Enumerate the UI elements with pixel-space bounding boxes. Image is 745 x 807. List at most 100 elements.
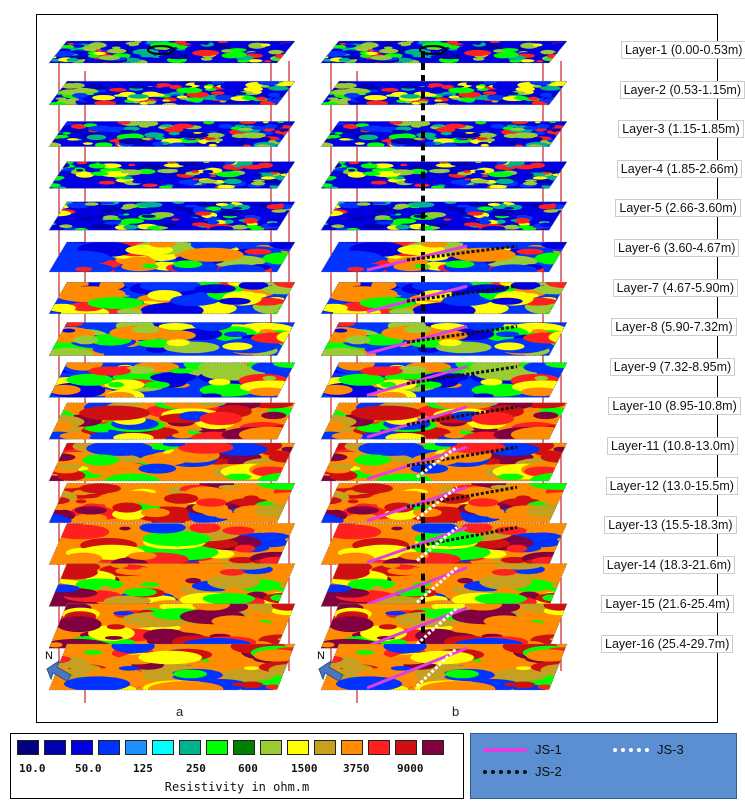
colorscale-title: Resistivity in ohm.m: [164, 780, 310, 794]
js1-joint-trace: [366, 566, 468, 606]
layer-label: Layer-6 (3.60-4.67m): [614, 239, 740, 257]
colorscale-swatch: [341, 740, 363, 755]
colorscale-swatch: [44, 740, 66, 755]
panel-a-label: a: [176, 704, 184, 719]
colorscale-swatch: [395, 740, 417, 755]
surface-opening-marker: [147, 45, 175, 55]
colorscale-swatch: [179, 740, 201, 755]
layer-label: Layer-14 (18.3-21.6m): [602, 555, 736, 574]
resistivity-slab-layer-12: [48, 482, 296, 524]
legend-item-js2: JS-2: [483, 764, 562, 779]
js2-joint-trace: [406, 324, 518, 344]
north-arrow-icon: [318, 659, 344, 682]
panel-b-stack: N: [317, 40, 568, 703]
colorscale-tick: 50.0: [75, 762, 102, 775]
js3-joint-trace: [416, 486, 458, 520]
js2-line-icon: [483, 769, 527, 774]
layer-label: Layer-11 (10.8-13.0m): [607, 437, 739, 455]
js2-joint-trace: [406, 485, 518, 509]
js3-joint-trace: [416, 445, 458, 479]
js2-joint-trace: [406, 365, 518, 385]
colorscale-swatch: [314, 740, 336, 755]
js2-joint-trace: [406, 525, 518, 550]
resistivity-slab-layer-9: [320, 362, 568, 398]
resistivity-colorscale: 10.0 50.0 125 250 600 1500 3750 9000 Resistivit…: [10, 733, 464, 799]
legend-label-js1: JS-1: [535, 742, 562, 757]
legend-item-js1: JS-1: [483, 742, 562, 757]
resistivity-slab-layer-6: [320, 241, 568, 273]
resistivity-slab-layer-9: [48, 362, 296, 398]
js2-joint-trace: [406, 244, 518, 262]
colorscale-tick: 125: [133, 762, 153, 775]
joint-set-legend: JS-1 JS-3 JS-2: [470, 733, 737, 799]
colorscale-swatch: [71, 740, 93, 755]
north-label: N: [317, 650, 325, 662]
colorscale-tick: 250: [186, 762, 206, 775]
js3-joint-trace: [415, 606, 459, 646]
resistivity-slab-layer-5: [320, 201, 568, 231]
colorscale-swatch: [287, 740, 309, 755]
resistivity-slab-layer-14: [320, 563, 568, 607]
js2-joint-trace: [406, 445, 518, 468]
resistivity-slab-layer-11: [48, 442, 296, 482]
layer-label: Layer-8 (5.90-7.32m): [611, 318, 737, 337]
resistivity-slab-layer-13: [48, 523, 296, 565]
resistivity-slab-layer-4: [48, 161, 296, 189]
north-arrow-icon: [46, 659, 72, 682]
layer-label: Layer-10 (8.95-10.8m): [608, 397, 741, 416]
resistivity-slab-layer-7: [48, 281, 296, 315]
colorscale-swatch: [206, 740, 228, 755]
resistivity-slab-layer-2: [48, 80, 296, 106]
colorscale-tick: 9000: [397, 762, 424, 775]
resistivity-slab-layer-16: [48, 643, 296, 691]
resistivity-slab-layer-8: [320, 322, 568, 356]
resistivity-slab-layer-16: [320, 643, 568, 691]
layer-label: Layer-4 (1.85-2.66m): [616, 159, 743, 178]
resistivity-slab-layer-3: [48, 121, 296, 147]
panel-b-label: b: [452, 704, 460, 719]
colorscale-tick: 600: [238, 762, 258, 775]
panel-a-stack: N: [45, 40, 296, 703]
legend-label-js2: JS-2: [535, 764, 562, 779]
js3-line-icon: [613, 747, 649, 752]
colorscale-swatch: [233, 740, 255, 755]
js1-line-icon: [483, 747, 527, 752]
colorscale-swatch: [98, 740, 120, 755]
resistivity-slab-layer-2: [320, 80, 568, 106]
layer-label: Layer-12 (13.0-15.5m): [605, 476, 738, 495]
resistivity-slab-layer-10: [320, 402, 568, 440]
layer-label: Layer-9 (7.32-8.95m): [609, 357, 736, 376]
layer-label: Layer-7 (4.67-5.90m): [612, 278, 739, 297]
colorscale-tick: 3750: [343, 762, 370, 775]
colorscale-swatch: [422, 740, 444, 755]
colorscale-tick: 1500: [291, 762, 318, 775]
panel-a: N a: [45, 31, 303, 723]
js2-joint-trace: [406, 284, 518, 303]
colorscale-swatch: [368, 740, 390, 755]
colorscale-swatch: [17, 740, 39, 755]
resistivity-slab-layer-6: [48, 241, 296, 273]
layer-label: Layer-13 (15.5-18.3m): [604, 516, 737, 535]
colorscale-swatch: [152, 740, 174, 755]
resistivity-slab-layer-4: [320, 161, 568, 189]
panel-b: N b: [317, 31, 575, 723]
colorscale-ticks: 10.0 50.0 125 250 600 1500 3750 9000: [11, 762, 463, 776]
layer-label: Layer-1 (0.00-0.53m): [621, 41, 745, 59]
resistivity-slab-layer-12: [320, 482, 568, 524]
layer-label: Layer-15 (21.6-25.4m): [601, 595, 734, 614]
js3-joint-trace: [415, 646, 459, 688]
figure-frame: N a N b Layer-1 (0.00-0.53m) Layer-2 (0.5…: [36, 14, 745, 723]
js3-joint-trace: [416, 566, 458, 604]
js1-joint-trace: [366, 606, 468, 648]
resistivity-slab-layer-3: [320, 121, 568, 147]
colorscale-swatch: [260, 740, 282, 755]
colorscale-swatches: [17, 740, 444, 755]
layer-label: Layer-3 (1.15-1.85m): [618, 120, 744, 139]
resistivity-slab-layer-13: [320, 523, 568, 565]
resistivity-slab-layer-10: [48, 402, 296, 440]
js2-joint-trace: [406, 405, 518, 427]
resistivity-slab-layer-14: [48, 563, 296, 607]
north-label: N: [45, 650, 53, 662]
resistivity-slab-layer-11: [320, 442, 568, 482]
resistivity-slab-layer-8: [48, 322, 296, 356]
